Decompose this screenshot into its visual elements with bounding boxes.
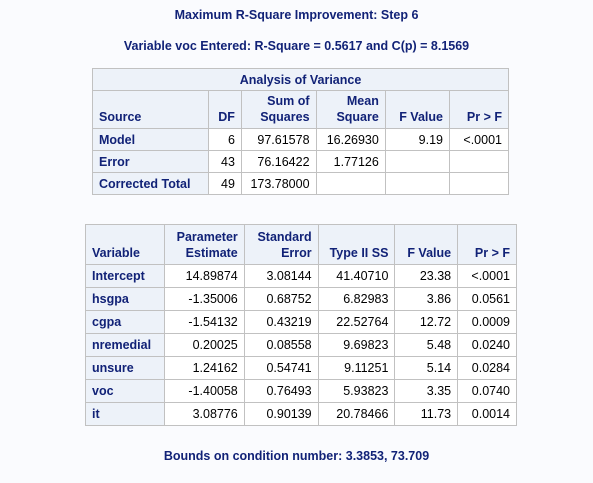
params-variable: cgpa [85, 310, 165, 334]
params-estimate: 0.20025 [163, 333, 245, 357]
params-header-variable: Variable [85, 224, 165, 265]
anova-row-model: Model 6 97.61578 16.26930 9.19 <.0001 [92, 128, 510, 151]
condition-number-bounds: Bounds on condition number: 3.3853, 73.7… [163, 449, 430, 463]
params-f: 11.73 [394, 402, 459, 426]
anova-df: 49 [207, 172, 242, 195]
params-row-unsure: unsure 1.24162 0.54741 9.11251 5.14 0.02… [85, 356, 517, 380]
anova-row-error: Error 43 76.16422 1.77126 [92, 150, 510, 173]
anova-df: 43 [207, 150, 242, 173]
params-p: <.0001 [457, 264, 517, 288]
params-header-estimate-line1: Parameter [176, 230, 238, 244]
params-ss: 9.69823 [317, 333, 396, 357]
anova-f: 9.19 [384, 128, 450, 151]
params-p: 0.0240 [457, 333, 517, 357]
params-row-cgpa: cgpa -1.54132 0.43219 22.52764 12.72 0.0… [85, 310, 517, 334]
anova-header-df: DF [207, 90, 242, 129]
params-f: 5.48 [394, 333, 459, 357]
anova-ms: 1.77126 [315, 150, 386, 173]
anova-source: Corrected Total [92, 172, 209, 195]
params-header-estimate: Parameter Estimate [163, 224, 245, 265]
params-stderr: 3.08144 [243, 264, 319, 288]
params-stderr: 0.08558 [243, 333, 319, 357]
params-header-ss: Type II SS [317, 224, 396, 265]
params-ss: 9.11251 [317, 356, 396, 380]
params-p: 0.0561 [457, 287, 517, 311]
anova-header-source: Source [92, 90, 209, 129]
anova-caption: Analysis of Variance [92, 68, 509, 91]
anova-ss: 76.16422 [240, 150, 317, 173]
params-header-stderr: Standard Error [243, 224, 319, 265]
params-variable: it [85, 402, 165, 426]
anova-ss: 97.61578 [240, 128, 317, 151]
params-estimate: -1.54132 [163, 310, 245, 334]
anova-header-ss: Sum of Squares [240, 90, 317, 129]
anova-f [384, 150, 450, 173]
anova-f [384, 172, 450, 195]
params-estimate: -1.35006 [163, 287, 245, 311]
params-variable: voc [85, 379, 165, 403]
anova-header-ms-line2: Square [336, 110, 379, 124]
params-ss: 22.52764 [317, 310, 396, 334]
anova-p: <.0001 [448, 128, 510, 151]
params-header-estimate-line2: Estimate [185, 246, 238, 260]
params-f: 23.38 [394, 264, 459, 288]
step-title: Maximum R-Square Improvement: Step 6 [174, 8, 419, 22]
anova-ms: 16.26930 [315, 128, 386, 151]
params-ss: 20.78466 [317, 402, 396, 426]
anova-df: 6 [207, 128, 242, 151]
params-estimate: 1.24162 [163, 356, 245, 380]
anova-header-f: F Value [384, 90, 450, 129]
anova-source: Error [92, 150, 209, 173]
params-variable: unsure [85, 356, 165, 380]
anova-table: Analysis of Variance Source DF Sum of Sq… [92, 68, 510, 195]
anova-header-ss-line1: Sum of [267, 94, 310, 108]
anova-p [448, 150, 510, 173]
params-f: 12.72 [394, 310, 459, 334]
anova-source: Model [92, 128, 209, 151]
anova-header-ms: Mean Square [315, 90, 386, 129]
step-subtitle: Variable voc Entered: R-Square = 0.5617 … [123, 39, 470, 53]
params-f: 3.35 [394, 379, 459, 403]
params-row-nremedial: nremedial 0.20025 0.08558 9.69823 5.48 0… [85, 333, 517, 357]
parameter-estimates-table: Variable Parameter Estimate Standard Err… [85, 224, 517, 426]
params-p: 0.0740 [457, 379, 517, 403]
params-variable: Intercept [85, 264, 165, 288]
params-p: 0.0014 [457, 402, 517, 426]
params-header-f: F Value [394, 224, 459, 265]
params-ss: 5.93823 [317, 379, 396, 403]
params-p: 0.0284 [457, 356, 517, 380]
params-header-stderr-line2: Error [281, 246, 312, 260]
params-variable: hsgpa [85, 287, 165, 311]
anova-header-ss-line2: Squares [260, 110, 310, 124]
params-stderr: 0.90139 [243, 402, 319, 426]
params-estimate: 14.89874 [163, 264, 245, 288]
anova-ms [315, 172, 386, 195]
params-ss: 41.40710 [317, 264, 396, 288]
anova-header-ms-line1: Mean [346, 94, 379, 108]
params-ss: 6.82983 [317, 287, 396, 311]
params-stderr: 0.43219 [243, 310, 319, 334]
params-header-p: Pr > F [457, 224, 517, 265]
params-row-hsgpa: hsgpa -1.35006 0.68752 6.82983 3.86 0.05… [85, 287, 517, 311]
params-stderr: 0.76493 [243, 379, 319, 403]
params-stderr: 0.54741 [243, 356, 319, 380]
params-header-stderr-line1: Standard [257, 230, 312, 244]
params-variable: nremedial [85, 333, 165, 357]
params-p: 0.0009 [457, 310, 517, 334]
params-f: 5.14 [394, 356, 459, 380]
anova-p [448, 172, 510, 195]
params-f: 3.86 [394, 287, 459, 311]
anova-ss: 173.78000 [240, 172, 317, 195]
params-stderr: 0.68752 [243, 287, 319, 311]
params-row-it: it 3.08776 0.90139 20.78466 11.73 0.0014 [85, 402, 517, 426]
params-estimate: -1.40058 [163, 379, 245, 403]
params-estimate: 3.08776 [163, 402, 245, 426]
params-row-intercept: Intercept 14.89874 3.08144 41.40710 23.3… [85, 264, 517, 288]
anova-row-corrected-total: Corrected Total 49 173.78000 [92, 172, 510, 195]
params-row-voc: voc -1.40058 0.76493 5.93823 3.35 0.0740 [85, 379, 517, 403]
anova-header-p: Pr > F [448, 90, 510, 129]
